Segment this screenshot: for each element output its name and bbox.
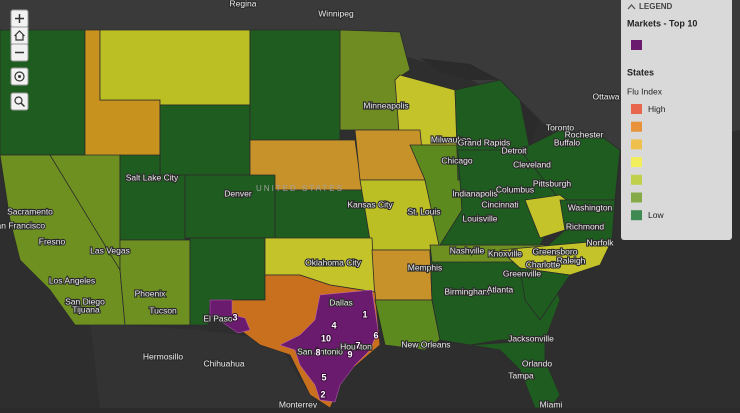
city-label: San Diego (65, 296, 105, 306)
country-label: UNITED STATES (256, 184, 344, 193)
city-label: Greensboro (533, 246, 578, 256)
market-number: 4 (331, 320, 336, 330)
market-number: 5 (321, 372, 326, 382)
market-number: 7 (355, 340, 360, 350)
markets-title: Markets - Top 10 (627, 18, 697, 28)
city-label: Buffalo (554, 137, 581, 147)
collapse-icon[interactable] (627, 4, 636, 10)
city-label: Oklahoma City (305, 257, 361, 267)
city-label: Kansas City (347, 199, 393, 209)
city-label: Denver (224, 188, 252, 198)
city-label: El Paso (203, 313, 233, 323)
city-label: Toronto (546, 122, 575, 132)
city-label: Salt Lake City (126, 172, 179, 182)
market-numbers: 1 2 3 4 5 6 7 8 9 10 (231, 308, 379, 400)
flu-level-label: Low (648, 210, 664, 220)
city-label: St. Louis (407, 206, 440, 216)
city-label: Greenville (503, 268, 542, 278)
city-label: Orlando (522, 358, 553, 368)
city-label: Louisville (463, 213, 498, 223)
locate-button[interactable] (10, 67, 29, 86)
city-label: Monterrey (279, 399, 318, 408)
legend-heading[interactable]: LEGEND (639, 2, 673, 11)
legend-panel: LEGEND Markets - Top 10 States Flu Index… (621, 0, 732, 240)
city-label: Fresno (39, 236, 66, 246)
city-label: Pittsburgh (533, 178, 572, 188)
market-number: 2 (320, 389, 325, 399)
states (0, 29, 621, 409)
city-label: Richmond (566, 221, 605, 231)
city-label: Tucson (149, 305, 177, 315)
city-label: Raleigh (557, 255, 586, 265)
city-label: Washington (568, 202, 613, 212)
city-label: Knoxville (488, 248, 522, 258)
city-label: Indianapolis (452, 188, 497, 198)
city-label: Las Vegas (90, 245, 130, 255)
map-controls (10, 9, 29, 111)
zoom-in-button[interactable] (10, 9, 29, 28)
city-label: Norfolk (587, 237, 615, 247)
city-label: Atlanta (487, 284, 514, 294)
flu-swatch (631, 157, 642, 168)
place-labels: Regina Winnipeg Minneapolis Ottawa TorontoRo… (0, 0, 621, 410)
city-label: Chicago (441, 155, 472, 165)
city-label: Los Angeles (49, 275, 95, 285)
market-number: 10 (321, 333, 331, 343)
city-label: Chihuahua (203, 358, 244, 368)
market-number: 8 (315, 347, 320, 357)
city-label: Sacramento (7, 206, 53, 216)
flu-swatch (631, 121, 642, 132)
city-label: Miami (540, 399, 563, 408)
flu-swatch (631, 104, 642, 114)
flu-swatch (631, 192, 642, 203)
city-label: Jacksonville (508, 333, 554, 343)
home-button[interactable] (10, 26, 29, 45)
canada (0, 0, 740, 150)
flu-level-label: High (648, 104, 666, 114)
city-label: Birmingham (444, 286, 489, 296)
city-label: Winnipeg (318, 8, 354, 18)
city-label: San Francisco (0, 220, 45, 230)
markets-swatch (631, 40, 642, 50)
market-number: 9 (347, 349, 352, 359)
city-label: Cleveland (513, 159, 551, 169)
city-label: Phoenix (135, 288, 166, 298)
city-label: Houston (340, 341, 372, 351)
market-number: 3 (232, 312, 237, 322)
city-label: Columbus (496, 184, 534, 194)
city-label: Hermosillo (143, 351, 183, 361)
legend-background (621, 0, 732, 240)
search-button[interactable] (10, 92, 29, 111)
states-title: States (627, 67, 654, 77)
market-number: 1 (362, 309, 367, 319)
city-label: Grand Rapids (458, 137, 510, 147)
flu-swatch (631, 174, 642, 185)
flu-swatch (631, 210, 642, 221)
city-label: Dallas (329, 297, 353, 307)
city-label: Detroit (501, 145, 527, 155)
city-label: San Antonio (297, 346, 343, 356)
markets (209, 289, 379, 403)
city-label: Minneapolis (363, 100, 408, 110)
city-label: Rochester (565, 129, 604, 139)
city-label: Regina (230, 0, 257, 8)
city-label: Ottawa (593, 91, 620, 101)
city-label: Tijuana (72, 304, 100, 314)
zoom-out-button[interactable] (10, 43, 29, 62)
city-label: Charlotte (526, 259, 561, 269)
city-label: New Orleans (401, 339, 450, 349)
city-label: Nashville (450, 245, 485, 255)
city-label: Tampa (508, 370, 534, 380)
market-number: 6 (373, 330, 378, 340)
city-label: Milwaukee (431, 134, 471, 144)
city-label: Cincinnati (481, 199, 518, 209)
city-label: Memphis (408, 262, 442, 272)
flu-swatch (631, 139, 642, 150)
flu-index-title: Flu Index (627, 86, 663, 96)
